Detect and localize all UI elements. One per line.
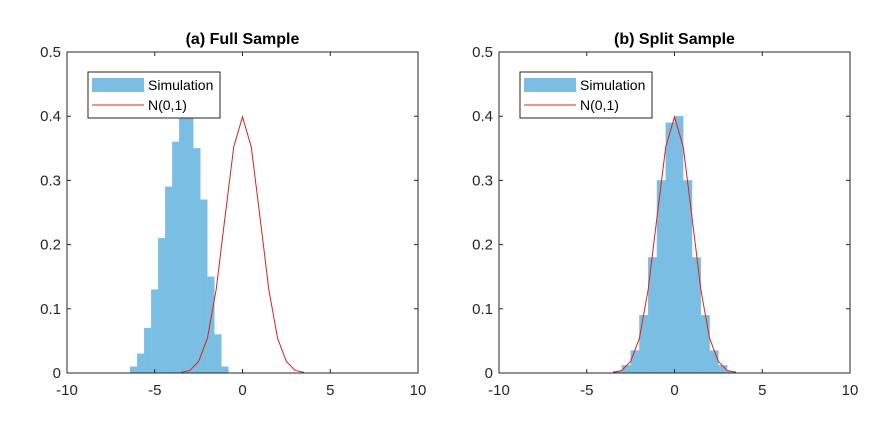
histogram-bar bbox=[221, 366, 229, 374]
legend-label-normal: N(0,1) bbox=[580, 97, 619, 113]
histogram-bar bbox=[674, 116, 684, 374]
histogram-bar bbox=[193, 148, 201, 374]
histogram-bar bbox=[639, 315, 649, 374]
histogram-bar bbox=[165, 186, 173, 374]
histogram-bar bbox=[630, 350, 640, 374]
y-tick-label: 0.2 bbox=[40, 237, 61, 254]
x-tick-label: -10 bbox=[56, 382, 78, 399]
histogram-bar bbox=[709, 350, 719, 374]
legend-label-simulation: Simulation bbox=[580, 77, 645, 93]
x-tick-label: 5 bbox=[326, 382, 334, 399]
chart-title: (b) Split Sample bbox=[614, 31, 735, 48]
histogram-bar bbox=[158, 238, 166, 374]
y-tick-label: 0.4 bbox=[40, 108, 61, 125]
histogram-bar bbox=[186, 116, 194, 374]
x-tick-label: -5 bbox=[580, 382, 593, 399]
histogram-bar bbox=[137, 353, 145, 374]
normal-curve-line bbox=[180, 115, 305, 373]
histogram-bar bbox=[130, 366, 138, 374]
x-tick-label: -10 bbox=[488, 382, 510, 399]
x-tick-label: 0 bbox=[670, 382, 678, 399]
chart-panel-a: -10 -5 0 5 10 0 0.1 0.2 0.3 0.4 0.5 (a) Full Sample… bbox=[40, 31, 426, 399]
y-tick-label: 0 bbox=[53, 365, 61, 382]
histogram-bar bbox=[179, 116, 187, 374]
legend-swatch-simulation bbox=[524, 78, 576, 92]
x-tick-label: 10 bbox=[842, 382, 859, 399]
y-tick-label: 0.3 bbox=[472, 172, 493, 189]
histogram-bar bbox=[700, 315, 710, 374]
histogram-bar bbox=[214, 334, 222, 374]
y-tick-label: 0.5 bbox=[40, 44, 61, 61]
y-tick-label: 0 bbox=[485, 365, 493, 382]
y-tick-label: 0.1 bbox=[40, 301, 61, 318]
legend-label-simulation: Simulation bbox=[148, 77, 213, 93]
histogram-bar bbox=[207, 276, 215, 374]
chart-title: (a) Full Sample bbox=[186, 31, 300, 48]
y-tick-label: 0.2 bbox=[472, 237, 493, 254]
x-tick-label: 5 bbox=[758, 382, 766, 399]
y-tick-label: 0.1 bbox=[472, 301, 493, 318]
y-tick-label: 0.5 bbox=[472, 44, 493, 61]
histogram-bar bbox=[665, 122, 675, 374]
normal-curve-line bbox=[612, 115, 737, 373]
chart-panel-b: -10 -5 0 5 10 0 0.1 0.2 0.3 0.4 0.5 (b) Split Sampl… bbox=[472, 31, 858, 399]
histogram-bar bbox=[172, 141, 180, 374]
x-tick-label: 10 bbox=[410, 382, 427, 399]
x-tick-label: -5 bbox=[148, 382, 161, 399]
histogram-bar bbox=[144, 327, 152, 374]
legend-label-normal: N(0,1) bbox=[148, 97, 187, 113]
y-tick-label: 0.3 bbox=[40, 172, 61, 189]
x-tick-label: 0 bbox=[238, 382, 246, 399]
histogram-bar bbox=[151, 289, 159, 374]
legend-swatch-simulation bbox=[92, 78, 144, 92]
y-tick-label: 0.4 bbox=[472, 108, 493, 125]
